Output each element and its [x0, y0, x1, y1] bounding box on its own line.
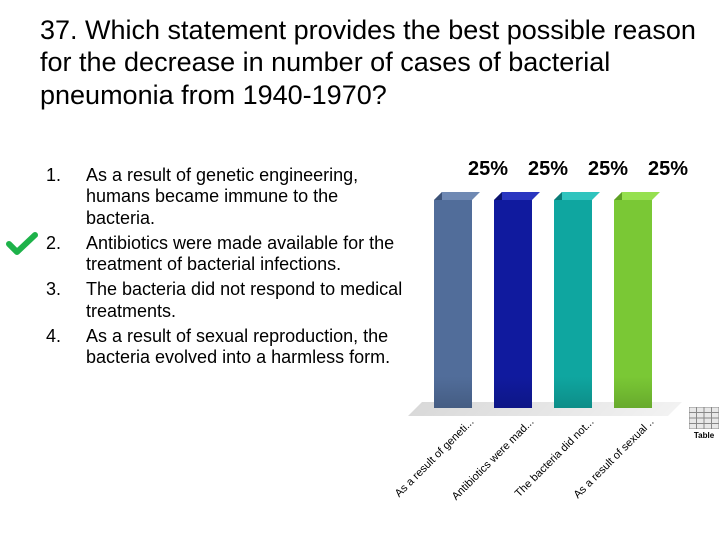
- bar-label: As a result of sexual ..: [542, 416, 657, 531]
- answer-text: As a result of genetic engineering, huma…: [86, 165, 404, 229]
- answer-text: As a result of sexual reproduction, the …: [86, 326, 404, 368]
- answer-item[interactable]: 1.As a result of genetic engineering, hu…: [40, 165, 404, 229]
- percent-1: 25%: [458, 158, 518, 181]
- bar-label: Antibiotics were mad...: [422, 416, 537, 531]
- question-text: 37. Which statement provides the best po…: [40, 14, 696, 111]
- answer-text: Antibiotics were made available for the …: [86, 233, 404, 275]
- bar-label: As a result of geneti...: [362, 416, 477, 531]
- answer-item[interactable]: 3.The bacteria did not respond to medica…: [40, 279, 404, 321]
- answer-number: 2.: [40, 233, 86, 254]
- percent-row: 25% 25% 25% 25%: [458, 158, 698, 181]
- slide: 37. Which statement provides the best po…: [0, 0, 720, 540]
- bar-label: The bacteria did not...: [482, 416, 597, 531]
- table-button[interactable]: Table: [684, 407, 720, 440]
- answer-item[interactable]: 2.Antibiotics were made available for th…: [40, 233, 404, 275]
- percent-4: 25%: [638, 158, 698, 181]
- chart-xlabels: As a result of geneti...Antibiotics were…: [422, 412, 682, 540]
- answer-list: 1.As a result of genetic engineering, hu…: [40, 165, 404, 372]
- table-icon: [689, 407, 719, 429]
- table-icon-label: Table: [684, 431, 720, 440]
- answer-item[interactable]: 4.As a result of sexual reproduction, th…: [40, 326, 404, 368]
- bar-chart: As a result of geneti...Antibiotics were…: [422, 190, 712, 530]
- answer-number: 3.: [40, 279, 86, 300]
- percent-3: 25%: [578, 158, 638, 181]
- checkmark-icon: [6, 231, 38, 257]
- answer-number: 4.: [40, 326, 86, 347]
- percent-2: 25%: [518, 158, 578, 181]
- answer-number: 1.: [40, 165, 86, 186]
- answer-text: The bacteria did not respond to medical …: [86, 279, 404, 321]
